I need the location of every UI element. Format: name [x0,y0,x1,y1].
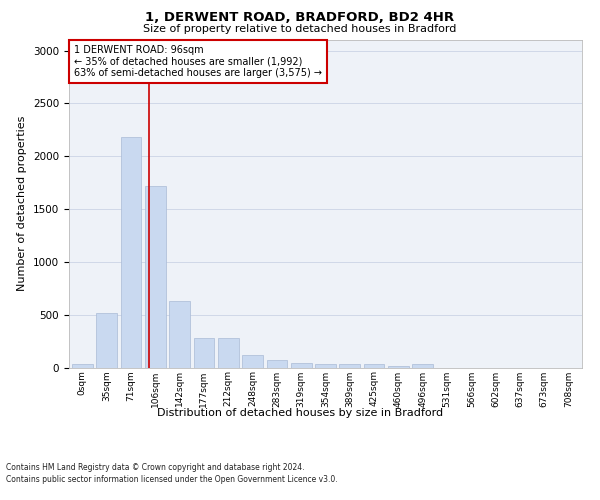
Text: Contains HM Land Registry data © Crown copyright and database right 2024.: Contains HM Land Registry data © Crown c… [6,462,305,471]
Text: Contains public sector information licensed under the Open Government Licence v3: Contains public sector information licen… [6,475,338,484]
Bar [121,137,142,368]
Bar [72,364,93,368]
Text: 1 DERWENT ROAD: 96sqm
← 35% of detached houses are smaller (1,992)
63% of semi-d: 1 DERWENT ROAD: 96sqm ← 35% of detached … [74,45,322,78]
Bar [266,360,287,368]
Bar [291,364,311,368]
Text: Distribution of detached houses by size in Bradford: Distribution of detached houses by size … [157,408,443,418]
Bar [388,366,409,368]
Y-axis label: Number of detached properties: Number of detached properties [17,116,28,292]
Bar [412,364,433,368]
Text: Size of property relative to detached houses in Bradford: Size of property relative to detached ho… [143,24,457,34]
Bar [242,355,263,368]
Bar [97,312,117,368]
Bar [364,364,385,368]
Bar [218,338,239,368]
Text: 1, DERWENT ROAD, BRADFORD, BD2 4HR: 1, DERWENT ROAD, BRADFORD, BD2 4HR [145,11,455,24]
Bar [194,338,214,368]
Bar [169,301,190,368]
Bar [340,364,360,368]
Bar [315,364,336,368]
Bar [145,186,166,368]
